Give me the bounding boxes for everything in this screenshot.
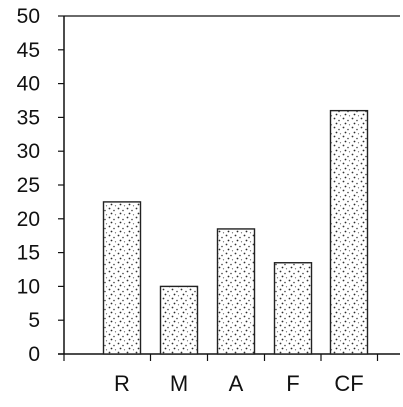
bar-r [102, 201, 142, 355]
y-tick-label: 50 [17, 5, 40, 28]
category-label-r: R [114, 371, 130, 396]
y-tick-label: 25 [17, 174, 40, 197]
category-label-f: F [286, 371, 299, 396]
x-axis [58, 353, 400, 361]
bar-a [216, 228, 256, 355]
bar-m [159, 285, 199, 355]
y-tick-label: 15 [17, 242, 40, 265]
y-tick-label: 20 [17, 208, 40, 231]
y-tick-label: 35 [17, 106, 40, 129]
y-axis: 0 5 10 15 20 25 30 35 40 45 50 [17, 5, 400, 366]
y-tick-label: 5 [28, 309, 40, 332]
category-label-m: M [170, 371, 188, 396]
y-tick-label: 10 [17, 275, 40, 298]
category-labels: R M A F CF [114, 371, 364, 396]
bar-cf [329, 109, 369, 355]
y-tick-label: 0 [28, 343, 40, 366]
category-label-cf: CF [334, 371, 363, 396]
bar-f [273, 262, 313, 355]
y-tick-label: 45 [17, 39, 40, 62]
y-tick-label: 40 [17, 73, 40, 96]
category-label-a: A [229, 371, 244, 396]
y-tick-label: 30 [17, 140, 40, 163]
bars [102, 109, 369, 355]
